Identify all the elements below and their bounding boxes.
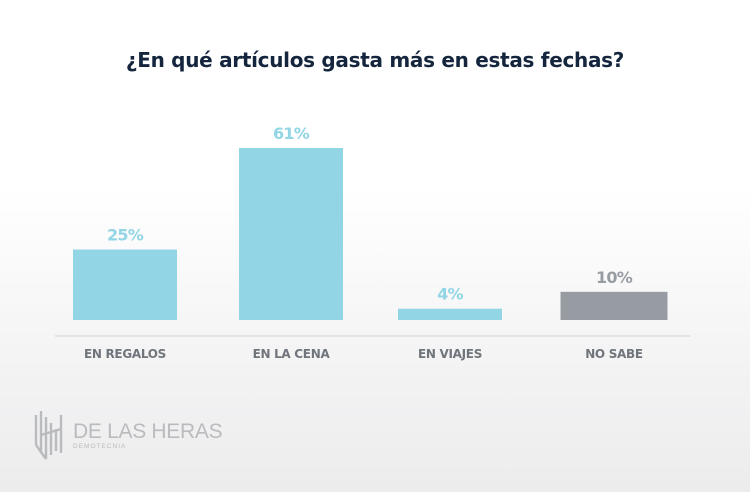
bars-group: 25% EN REGALOS 61% EN LA CENA 4% EN VIAJES 10%… [73,124,668,361]
value-label: 4% [437,285,463,304]
bar-no-sabe [560,291,668,320]
category-label: NO SABE [585,347,643,361]
bar-en-viajes [398,308,502,320]
category-label: EN VIAJES [418,347,482,361]
category-label: EN LA CENA [253,347,331,361]
value-label: 25% [107,226,144,245]
brand-logo: DE LAS HERAS DEMOTECNIA [33,409,223,461]
bar-en-regalos [73,249,177,320]
chart-title: ¿En qué artículos gasta más en estas fec… [125,48,625,72]
brand-subtitle: DEMOTECNIA [73,442,127,450]
value-label: 10% [596,268,633,287]
category-label: EN REGALOS [84,347,166,361]
brand-name: DE LAS HERAS [73,419,223,443]
value-label: 61% [273,124,310,143]
bar-en-la-cena [239,148,343,320]
logo-mark-icon [34,411,63,460]
